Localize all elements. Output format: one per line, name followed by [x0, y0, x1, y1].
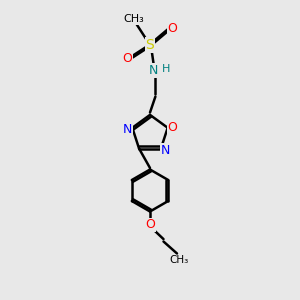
Text: N: N: [161, 143, 170, 157]
Text: CH₃: CH₃: [123, 14, 144, 25]
Text: O: O: [167, 121, 177, 134]
Text: H: H: [162, 64, 170, 74]
Text: S: S: [146, 38, 154, 52]
Text: N: N: [123, 123, 133, 136]
Text: O: O: [145, 218, 155, 232]
Text: N: N: [149, 64, 159, 77]
Text: O: O: [168, 22, 177, 35]
Text: O: O: [123, 52, 132, 65]
Text: CH₃: CH₃: [170, 255, 189, 266]
